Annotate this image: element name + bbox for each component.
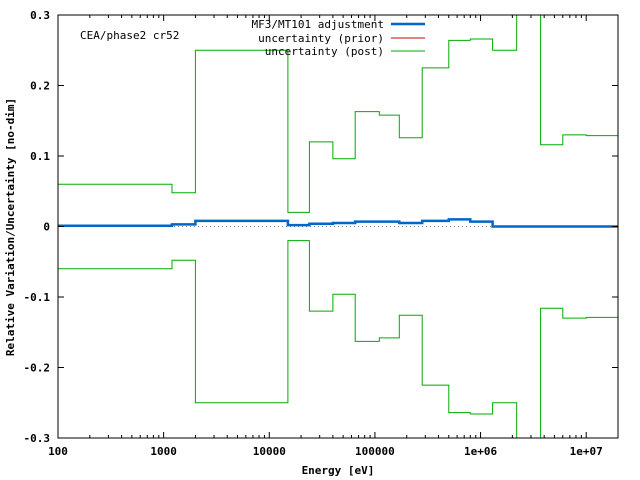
x-axis-label: Energy [eV] (302, 464, 375, 477)
legend: MF3/MT101 adjustment uncertainty (prior)… (252, 18, 425, 58)
x-tick-label: 1e+07 (570, 445, 603, 458)
y-tick-label: 0 (43, 221, 50, 234)
legend-label-adjustment: MF3/MT101 adjustment (252, 18, 384, 31)
x-tick-label: 100000 (355, 445, 395, 458)
legend-label-post: uncertainty (post) (265, 45, 384, 58)
x-tick-label: 100 (48, 445, 68, 458)
series-adjustment-line (58, 218, 618, 228)
chart-annotation: CEA/phase2 cr52 (80, 29, 179, 42)
x-tick-label: 10000 (253, 445, 286, 458)
y-tick-label: -0.3 (24, 432, 51, 445)
y-tick-label: 0.1 (30, 150, 50, 163)
legend-label-prior: uncertainty (prior) (258, 32, 384, 45)
x-tick-label: 1e+06 (464, 445, 497, 458)
axis-ticks (57, 14, 618, 439)
series-post-upper-line (58, 14, 618, 213)
plot-lines (58, 14, 618, 439)
y-tick-label: 0.3 (30, 9, 50, 22)
y-axis-label: Relative Variation/Uncertainty [no-dim] (4, 98, 17, 356)
series-post-lower-line (58, 240, 618, 439)
y-tick-label: 0.2 (30, 80, 50, 93)
axis-tick-labels: -0.3 -0.2 -0.1 0 0.1 0.2 0.3 100 1000 10000 100000… (24, 9, 603, 458)
x-tick-label: 1000 (150, 445, 177, 458)
y-tick-label: -0.2 (24, 362, 51, 375)
y-tick-label: -0.1 (24, 291, 51, 304)
